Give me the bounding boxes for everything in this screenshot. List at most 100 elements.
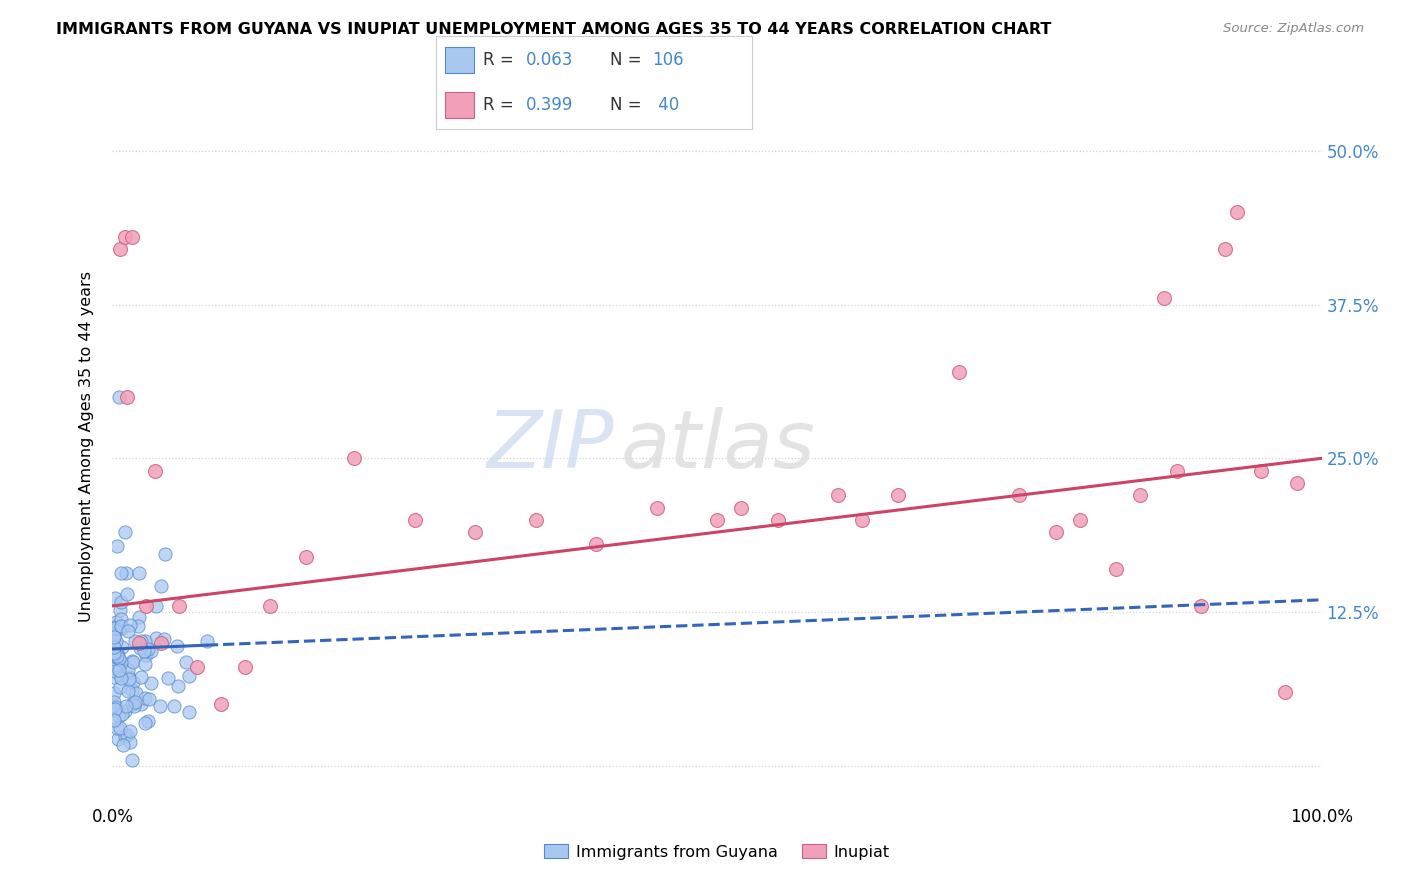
Point xyxy=(108,667,131,681)
Point xyxy=(1213,242,1236,256)
Point xyxy=(524,513,547,527)
Point xyxy=(128,640,150,655)
Point xyxy=(105,721,128,735)
Point xyxy=(128,636,150,650)
Point xyxy=(103,670,125,684)
Point xyxy=(209,698,232,712)
Point xyxy=(343,451,366,466)
Point xyxy=(1166,464,1188,478)
Point xyxy=(135,648,157,663)
Point xyxy=(110,619,132,633)
Point xyxy=(162,699,184,714)
Point xyxy=(141,675,163,690)
Text: atlas: atlas xyxy=(620,407,815,485)
Point xyxy=(105,539,128,553)
Point xyxy=(150,579,173,593)
Point xyxy=(103,649,125,664)
Text: N =: N = xyxy=(610,95,647,113)
Point xyxy=(1105,562,1128,576)
Point xyxy=(103,695,125,709)
Point xyxy=(134,690,156,705)
Text: 0.399: 0.399 xyxy=(526,95,574,113)
Point xyxy=(103,620,125,634)
Point xyxy=(122,675,145,690)
Point xyxy=(134,657,156,671)
Point xyxy=(110,595,132,609)
Point xyxy=(105,648,128,662)
Point xyxy=(134,715,156,730)
Y-axis label: Unemployment Among Ages 35 to 44 years: Unemployment Among Ages 35 to 44 years xyxy=(79,270,94,622)
Text: 0.063: 0.063 xyxy=(526,51,574,69)
Point xyxy=(464,525,486,540)
Point xyxy=(1069,513,1091,527)
Point xyxy=(103,713,125,727)
Point xyxy=(103,640,125,654)
Point xyxy=(105,645,128,659)
Point xyxy=(107,390,129,404)
Point xyxy=(706,513,728,527)
Point xyxy=(110,612,132,626)
Point xyxy=(127,619,149,633)
FancyBboxPatch shape xyxy=(446,47,474,73)
Point xyxy=(139,644,162,658)
Point xyxy=(103,632,125,646)
Point xyxy=(167,599,190,613)
Text: 106: 106 xyxy=(652,51,685,69)
Point xyxy=(124,634,146,648)
Point xyxy=(105,647,128,661)
Point xyxy=(114,704,136,718)
FancyBboxPatch shape xyxy=(446,92,474,118)
Point xyxy=(129,698,152,712)
Point xyxy=(145,599,167,613)
Point xyxy=(827,488,849,502)
Point xyxy=(195,633,218,648)
Point xyxy=(1189,599,1212,613)
Point xyxy=(103,646,125,660)
Point xyxy=(186,660,208,674)
Point xyxy=(730,500,752,515)
Point xyxy=(174,655,197,669)
Point xyxy=(118,735,141,749)
Point xyxy=(129,670,152,684)
Text: Source: ZipAtlas.com: Source: ZipAtlas.com xyxy=(1223,22,1364,36)
Point xyxy=(117,683,139,698)
Point xyxy=(105,657,128,671)
Point xyxy=(108,681,131,695)
Point xyxy=(149,699,172,714)
Point xyxy=(153,632,176,646)
Point xyxy=(107,731,129,746)
Point xyxy=(115,390,138,404)
Point xyxy=(1045,525,1067,540)
Point xyxy=(766,513,789,527)
Point xyxy=(115,699,138,714)
Point xyxy=(1226,205,1249,219)
Point xyxy=(117,672,139,686)
Point xyxy=(103,662,125,676)
Point xyxy=(111,707,134,722)
Point xyxy=(166,639,188,653)
Point xyxy=(104,591,127,606)
Point xyxy=(108,650,131,665)
Point xyxy=(117,587,139,601)
Point xyxy=(103,648,125,662)
Point xyxy=(107,664,129,678)
Point xyxy=(104,624,127,638)
Point xyxy=(103,686,125,700)
Text: R =: R = xyxy=(484,95,519,113)
Point xyxy=(121,697,143,711)
Point xyxy=(114,566,136,581)
Point xyxy=(122,698,145,713)
Point xyxy=(887,488,910,502)
Point xyxy=(105,644,128,658)
Point xyxy=(110,671,132,685)
Point xyxy=(108,242,131,256)
Point xyxy=(129,634,152,648)
Point xyxy=(110,566,132,581)
Point xyxy=(138,714,160,729)
Point xyxy=(404,513,426,527)
Point xyxy=(111,621,134,635)
Point xyxy=(136,642,159,657)
Point xyxy=(105,648,128,663)
Point xyxy=(114,525,136,540)
Point xyxy=(108,721,131,735)
